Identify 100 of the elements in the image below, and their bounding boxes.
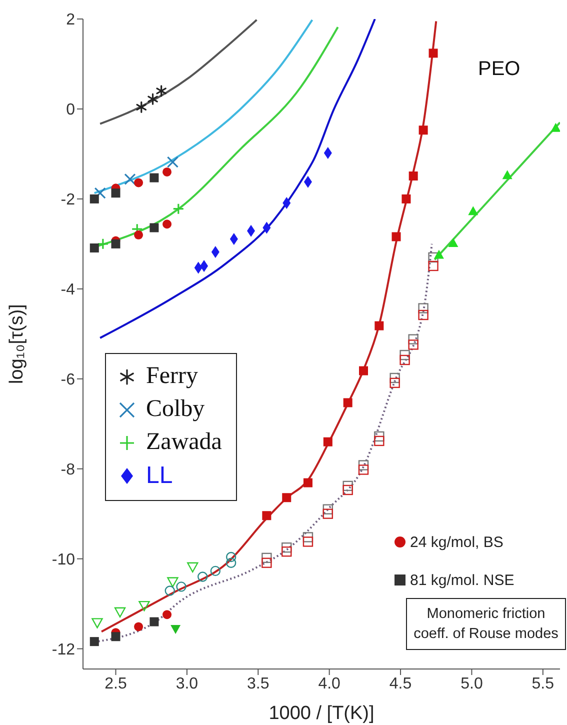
point [97, 238, 109, 250]
point [156, 85, 166, 97]
y-tick-label: -12 [52, 641, 76, 658]
point [400, 350, 410, 360]
point [428, 48, 438, 58]
point [418, 303, 428, 314]
x-tick-label: 3.5 [247, 675, 270, 692]
point [111, 188, 120, 198]
point [374, 431, 384, 442]
point [162, 220, 172, 229]
point [150, 617, 159, 626]
point [170, 624, 181, 634]
point [550, 122, 560, 132]
point [176, 582, 186, 592]
line-series [99, 19, 376, 339]
point [434, 250, 444, 259]
point [302, 532, 314, 542]
legend-label: 24 kg/mol, BS [410, 534, 504, 550]
point [111, 239, 120, 248]
point [418, 310, 428, 320]
point [111, 632, 120, 642]
point [92, 618, 103, 628]
point [390, 378, 400, 388]
point [90, 194, 99, 204]
point [358, 464, 369, 475]
x-tick-label: 5.5 [532, 675, 554, 692]
point [282, 493, 292, 502]
x-tick-label: 5.0 [460, 675, 483, 692]
point [392, 232, 401, 242]
point [226, 552, 236, 562]
y-tick-label: -4 [60, 282, 76, 299]
y-tick-label: -10 [52, 551, 76, 568]
point [134, 622, 144, 632]
point [448, 238, 458, 248]
point [148, 93, 158, 105]
point [138, 600, 150, 612]
point [187, 562, 198, 572]
x-tick-label: 4.5 [389, 675, 412, 692]
annotation: Monomeric friction coeff. of Rouse modes [406, 598, 566, 650]
point [303, 478, 312, 488]
point [94, 187, 106, 199]
point [282, 546, 292, 557]
point [136, 101, 147, 113]
x-axis-title: 1000 / [T(K)] [268, 703, 374, 724]
point [164, 586, 175, 596]
point [166, 156, 179, 168]
point [342, 484, 353, 496]
point [114, 607, 126, 618]
y-tick-label: -8 [60, 462, 76, 479]
point [322, 504, 334, 514]
point [134, 230, 144, 240]
point [374, 321, 384, 330]
x-tick-label: 2.5 [104, 675, 127, 692]
point [408, 334, 418, 344]
point [134, 178, 144, 188]
point [150, 223, 159, 232]
point [322, 508, 334, 519]
legend-label: Ferry [146, 363, 198, 390]
y-tick-label: -6 [60, 372, 76, 389]
legend-label: LL [146, 462, 173, 490]
point [210, 566, 221, 576]
point [343, 398, 352, 408]
legend-label: Colby [146, 396, 205, 423]
point [262, 558, 272, 568]
point [282, 542, 292, 553]
point [167, 577, 178, 588]
y-tick-label: -2 [60, 192, 76, 209]
annotation: PEO [478, 58, 520, 81]
point [162, 610, 172, 620]
x-tick-label: 3.0 [176, 675, 198, 692]
point [402, 194, 411, 204]
point [262, 511, 272, 520]
point [408, 340, 418, 350]
point [358, 460, 369, 470]
point [428, 260, 438, 272]
point [198, 572, 208, 582]
point [428, 252, 438, 263]
legend-label: Zawada [146, 429, 222, 456]
point [400, 354, 410, 366]
legend-label: 81 kg/mol. NSE [410, 572, 514, 588]
line-series [99, 19, 258, 125]
point [418, 126, 428, 135]
point [468, 206, 478, 216]
point [342, 480, 353, 492]
point [124, 173, 136, 185]
point [90, 243, 99, 252]
x-tick-label: 4.0 [318, 675, 341, 692]
point [150, 173, 159, 182]
y-tick-label: 2 [66, 12, 76, 29]
point [262, 552, 272, 563]
point [359, 366, 368, 376]
point [172, 203, 184, 215]
point [302, 536, 314, 547]
point [226, 558, 236, 568]
point [323, 437, 332, 446]
point [502, 170, 512, 180]
point [390, 372, 400, 384]
y-axis-title: log₁₀[τ(s)] [6, 304, 28, 384]
point [408, 171, 418, 180]
y-tick-label: 0 [66, 102, 76, 119]
